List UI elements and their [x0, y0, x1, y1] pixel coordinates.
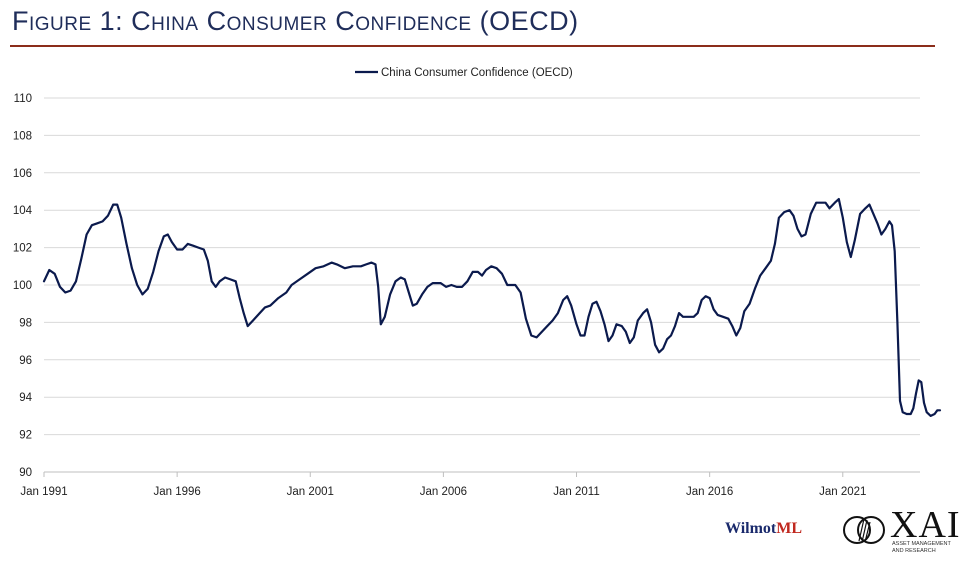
x-tick-label: Jan 1991	[20, 486, 67, 498]
x-tick-label: Jan 2001	[287, 486, 334, 498]
legend-label: China Consumer Confidence (OECD)	[381, 67, 573, 79]
y-tick-label: 98	[19, 317, 32, 329]
wilmotml-logo: WilmotML	[725, 520, 802, 538]
x-tick-label: Jan 2006	[420, 486, 467, 498]
wilmot-logo-accent: ML	[776, 520, 803, 537]
x-tick-label: Jan 1996	[153, 486, 200, 498]
y-tick-label: 90	[19, 467, 32, 479]
y-tick-label: 108	[13, 130, 32, 142]
y-tick-label: 92	[19, 430, 32, 442]
y-tick-label: 96	[19, 355, 32, 367]
x-tick-label: Jan 2011	[553, 486, 599, 498]
series-line	[42, 197, 942, 417]
y-tick-label: 102	[13, 243, 32, 255]
xai-logo-subtitle: ASSET MANAGEMENT AND RESEARCH	[892, 541, 951, 554]
axes: 90 92 94 96 98 100 102 104 106 108 110 Jan 1991 Jan …	[13, 93, 920, 498]
y-tick-label: 94	[19, 392, 32, 404]
xai-logo-text: XAI	[890, 504, 961, 546]
y-tick-label: 104	[13, 205, 33, 217]
y-tick-label: 110	[14, 93, 32, 105]
series	[42, 197, 942, 417]
xai-emblem-icon	[843, 516, 885, 544]
legend: China Consumer Confidence (OECD)	[355, 67, 573, 79]
x-tick-label: Jan 2016	[686, 486, 733, 498]
wilmot-logo-text: Wilmot	[725, 520, 777, 537]
y-tick-label: 100	[13, 280, 32, 292]
x-tick-label: Jan 2021	[819, 486, 866, 498]
title-divider	[10, 45, 935, 47]
figure-title: Figure 1: China Consumer Confidence (OEC…	[12, 6, 579, 36]
gridlines	[44, 97, 920, 436]
y-tick-label: 106	[13, 168, 32, 180]
